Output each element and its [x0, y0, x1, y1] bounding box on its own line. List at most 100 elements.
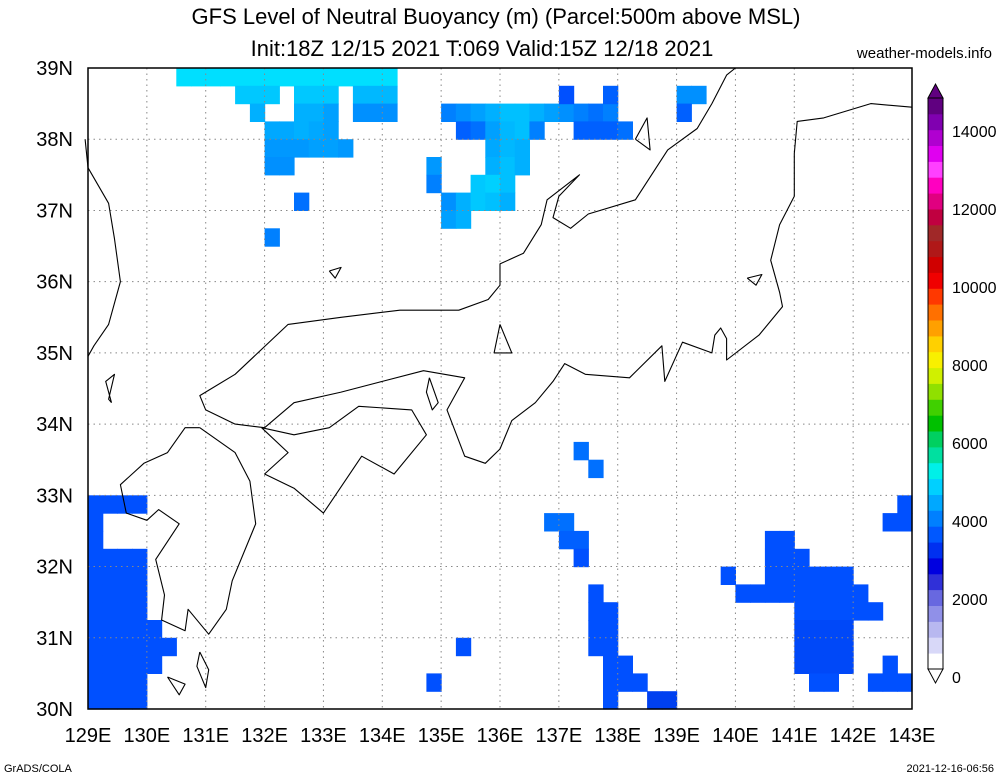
colorbar-swatch	[928, 431, 943, 448]
lnb-cell	[809, 673, 825, 692]
colorbar-swatch	[928, 383, 943, 400]
colorbar-swatch	[928, 272, 943, 289]
colorbar-swatch	[928, 621, 943, 638]
colorbar-swatch	[928, 478, 943, 495]
footer-timestamp: 2021-12-16-06:56	[906, 763, 994, 775]
coastline-segment	[84, 139, 121, 357]
site-credit: weather-models.info	[856, 45, 992, 62]
y-tick-label: 36N	[36, 272, 73, 294]
colorbar-swatch	[928, 224, 943, 242]
lnb-cell	[308, 85, 324, 105]
y-tick-label: 37N	[36, 200, 73, 222]
lnb-cell	[102, 495, 118, 514]
lnb-cell	[764, 566, 781, 585]
lnb-cell	[323, 68, 339, 87]
lnb-cell	[426, 673, 442, 692]
colorbar-swatch	[928, 161, 943, 178]
coastline-segment	[634, 117, 651, 151]
lnb-cell	[809, 637, 825, 657]
colorbar-swatch	[928, 653, 943, 670]
lnb-cell	[338, 68, 354, 87]
lnb-cell	[794, 548, 810, 568]
lnb-cell	[205, 68, 221, 87]
lnb-cell	[500, 103, 516, 122]
lnb-cell	[794, 602, 810, 621]
colorbar-swatch	[928, 288, 943, 305]
lnb-cell	[809, 584, 825, 603]
lnb-cell	[294, 68, 310, 87]
lnb-cell	[794, 620, 810, 639]
lnb-cell	[88, 691, 104, 710]
lnb-cell	[823, 620, 839, 639]
lnb-cell	[102, 691, 118, 710]
coastline-segment	[425, 377, 439, 411]
lnb-cell	[294, 103, 310, 122]
colorbar-label: 0	[952, 670, 961, 687]
lnb-cell	[603, 85, 619, 105]
lnb-cell	[382, 85, 398, 105]
lnb-cell	[117, 548, 133, 568]
lnb-cell	[735, 584, 751, 603]
lnb-cell	[294, 85, 310, 105]
lnb-cell	[882, 673, 898, 692]
lnb-cell	[279, 157, 295, 176]
lnb-cell	[794, 655, 810, 674]
y-axis-ticks: 30N 31N 32N 33N 34N 35N 36N 37N 38N 39N	[36, 58, 73, 721]
lnb-cell	[838, 637, 854, 657]
lnb-cell	[603, 620, 619, 639]
lnb-cell	[617, 673, 633, 692]
lnb-cell	[867, 673, 884, 692]
lnb-cell	[102, 655, 118, 674]
lnb-cell	[661, 691, 678, 710]
lnb-cell	[764, 584, 781, 603]
lnb-cell	[779, 584, 795, 603]
colorbar-swatch	[928, 510, 943, 527]
lnb-cell	[588, 637, 604, 657]
lnb-cell	[176, 68, 192, 87]
lnb-cell	[146, 637, 163, 657]
lnb-cell	[514, 157, 530, 176]
lnb-cell	[191, 68, 207, 87]
coastline-segment	[167, 676, 186, 696]
lnb-cell	[764, 548, 781, 568]
colorbar-max-arrow	[927, 82, 944, 99]
lnb-cell	[249, 85, 266, 105]
lnb-cell	[823, 602, 839, 621]
lnb-cell	[514, 139, 530, 158]
x-tick-label: 137E	[535, 725, 582, 747]
lnb-cell	[514, 103, 530, 122]
lnb-cell	[264, 121, 280, 140]
colorbar-swatch	[928, 177, 943, 194]
lnb-cell	[426, 157, 442, 176]
y-tick-label: 33N	[36, 485, 73, 507]
colorbar-swatch	[928, 589, 943, 606]
lnb-cell	[102, 673, 118, 692]
lnb-cell	[750, 584, 766, 603]
lnb-cell	[617, 655, 633, 674]
x-tick-label: 138E	[594, 725, 641, 747]
colorbar-swatch	[928, 494, 943, 511]
lnb-cell	[117, 655, 133, 674]
lnb-cell	[117, 620, 133, 639]
lnb-cell	[308, 139, 324, 158]
lnb-cell	[485, 121, 501, 140]
coastline	[84, 67, 913, 696]
lnb-cell	[279, 121, 295, 140]
colorbar-min-arrow	[927, 668, 944, 685]
lnb-cell	[691, 85, 707, 105]
lnb-cell	[264, 85, 280, 105]
lnb-cell	[102, 566, 118, 585]
y-tick-label: 31N	[36, 628, 73, 650]
x-tick-label: 142E	[830, 725, 877, 747]
map-frame	[87, 67, 913, 710]
colorbar-swatch	[928, 335, 943, 353]
lnb-cell	[603, 121, 619, 140]
lnb-cell	[146, 620, 163, 639]
lnb-cell	[470, 121, 486, 140]
lnb-cell	[132, 691, 148, 710]
colorbar-swatch	[928, 558, 943, 575]
lnb-cell	[500, 139, 516, 158]
lnb-cell	[779, 548, 795, 568]
lnb-cell	[603, 655, 619, 674]
lnb-cell	[603, 691, 619, 710]
